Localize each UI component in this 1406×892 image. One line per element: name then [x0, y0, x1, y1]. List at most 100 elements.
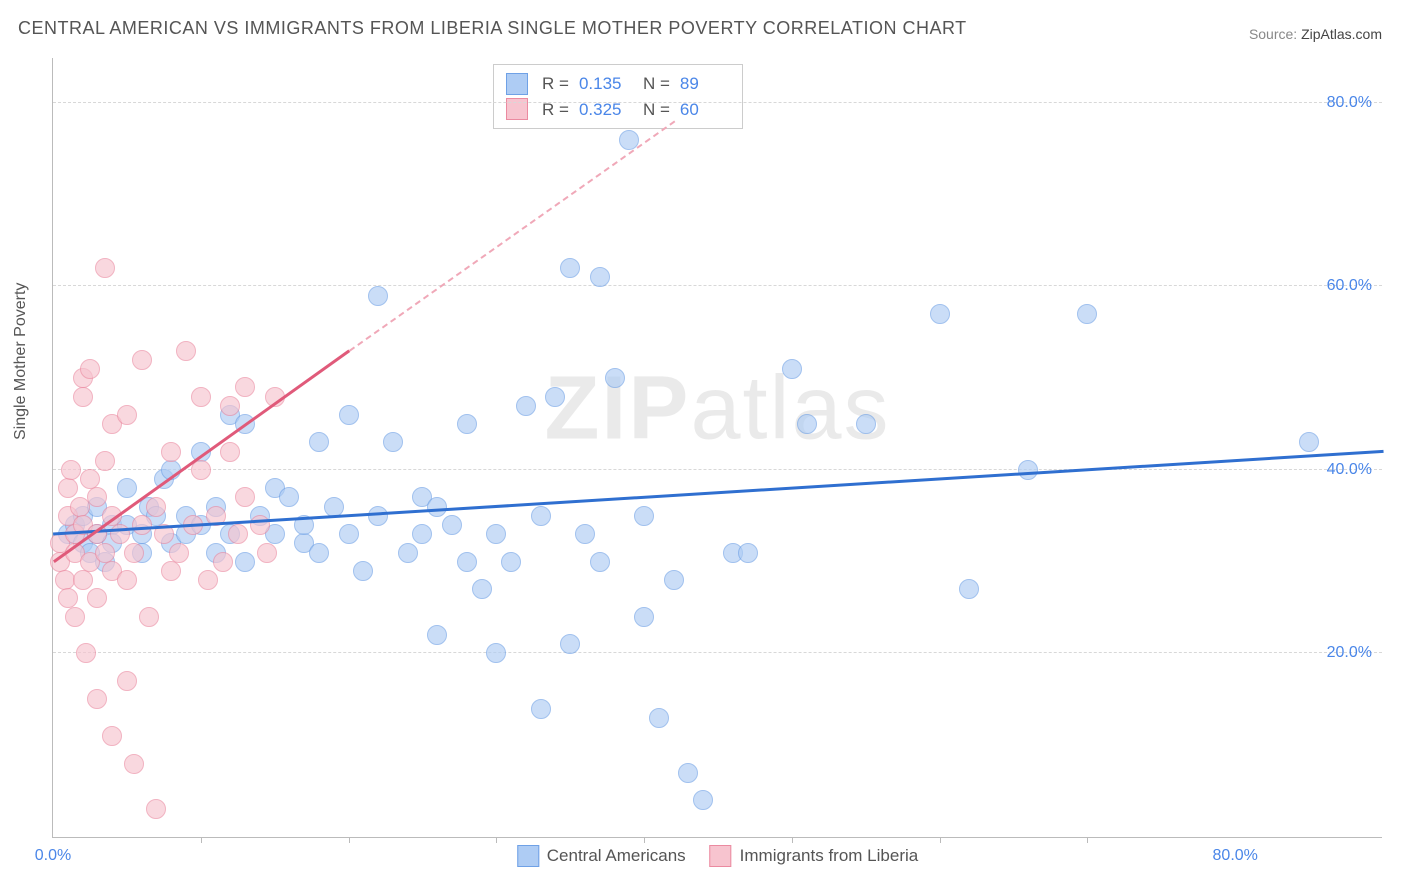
data-point	[560, 634, 580, 654]
data-point	[516, 396, 536, 416]
data-point	[1018, 460, 1038, 480]
data-point	[590, 267, 610, 287]
r-label-2: R =	[542, 97, 569, 123]
x-tick-mark	[940, 837, 941, 843]
data-point	[213, 552, 233, 572]
data-point	[398, 543, 418, 563]
gridline	[53, 652, 1382, 653]
x-tick-mark	[201, 837, 202, 843]
data-point	[95, 451, 115, 471]
data-point	[959, 579, 979, 599]
x-tick-mark	[349, 837, 350, 843]
data-point	[191, 387, 211, 407]
data-point	[634, 506, 654, 526]
data-point	[457, 552, 477, 572]
data-point	[58, 588, 78, 608]
y-tick-label: 60.0%	[1327, 277, 1372, 295]
n-value-series1: 89	[680, 71, 730, 97]
data-point	[220, 396, 240, 416]
data-point	[124, 754, 144, 774]
data-point	[560, 258, 580, 278]
data-point	[339, 405, 359, 425]
data-point	[412, 524, 432, 544]
data-point	[930, 304, 950, 324]
stats-row-series2: R = 0.325 N = 60	[506, 97, 730, 123]
data-point	[856, 414, 876, 434]
chart-source: Source: ZipAtlas.com	[1249, 26, 1382, 42]
data-point	[531, 699, 551, 719]
watermark: ZIPatlas	[544, 357, 890, 460]
n-label-2: N =	[643, 97, 670, 123]
data-point	[87, 689, 107, 709]
data-point	[339, 524, 359, 544]
r-value-series2: 0.325	[579, 97, 629, 123]
n-label: N =	[643, 71, 670, 97]
data-point	[61, 460, 81, 480]
gridline	[53, 285, 1382, 286]
data-point	[368, 286, 388, 306]
r-value-series1: 0.135	[579, 71, 629, 97]
data-point	[649, 708, 669, 728]
gridline	[53, 102, 1382, 103]
data-point	[383, 432, 403, 452]
data-point	[117, 478, 137, 498]
data-point	[76, 643, 96, 663]
data-point	[486, 643, 506, 663]
data-point	[605, 368, 625, 388]
data-point	[634, 607, 654, 627]
data-point	[235, 377, 255, 397]
data-point	[102, 726, 122, 746]
data-point	[161, 442, 181, 462]
legend-item-series1: Central Americans	[517, 845, 686, 867]
data-point	[117, 570, 137, 590]
legend-label-series2: Immigrants from Liberia	[740, 846, 919, 866]
data-point	[782, 359, 802, 379]
data-point	[228, 524, 248, 544]
data-point	[738, 543, 758, 563]
gridline	[53, 469, 1382, 470]
data-point	[58, 478, 78, 498]
data-point	[457, 414, 477, 434]
data-point	[368, 506, 388, 526]
y-tick-label: 40.0%	[1327, 461, 1372, 479]
plot-area: ZIPatlas R = 0.135 N = 89 R = 0.325 N = …	[52, 58, 1382, 838]
legend-item-series2: Immigrants from Liberia	[710, 845, 919, 867]
data-point	[427, 497, 447, 517]
data-point	[664, 570, 684, 590]
data-point	[146, 799, 166, 819]
r-label: R =	[542, 71, 569, 97]
data-point	[220, 442, 240, 462]
data-point	[169, 543, 189, 563]
data-point	[279, 487, 299, 507]
data-point	[132, 515, 152, 535]
x-tick-mark	[644, 837, 645, 843]
data-point	[427, 625, 447, 645]
x-tick-label: 80.0%	[1213, 847, 1258, 865]
data-point	[80, 469, 100, 489]
data-point	[1299, 432, 1319, 452]
data-point	[87, 487, 107, 507]
y-tick-label: 80.0%	[1327, 94, 1372, 112]
data-point	[235, 552, 255, 572]
trend-line	[349, 120, 675, 351]
swatch-series1	[506, 73, 528, 95]
x-tick-label: 0.0%	[35, 847, 71, 865]
data-point	[545, 387, 565, 407]
data-point	[132, 350, 152, 370]
stats-legend-box: R = 0.135 N = 89 R = 0.325 N = 60	[493, 64, 743, 129]
source-value: ZipAtlas.com	[1301, 26, 1382, 42]
data-point	[124, 543, 144, 563]
stats-row-series1: R = 0.135 N = 89	[506, 71, 730, 97]
data-point	[575, 524, 595, 544]
data-point	[590, 552, 610, 572]
data-point	[797, 414, 817, 434]
data-point	[73, 570, 93, 590]
legend-label-series1: Central Americans	[547, 846, 686, 866]
data-point	[235, 487, 255, 507]
data-point	[139, 607, 159, 627]
x-tick-mark	[1087, 837, 1088, 843]
data-point	[176, 341, 196, 361]
data-point	[472, 579, 492, 599]
data-point	[501, 552, 521, 572]
chart-title: CENTRAL AMERICAN VS IMMIGRANTS FROM LIBE…	[18, 18, 967, 39]
